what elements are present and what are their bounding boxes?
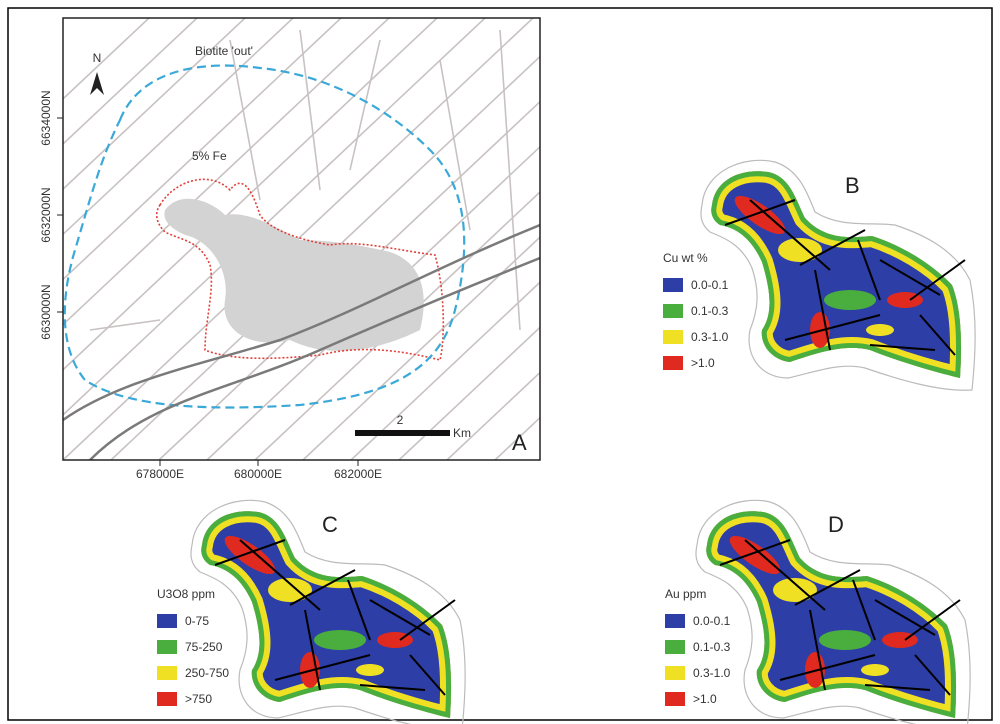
panel-label: D xyxy=(828,512,844,537)
legend-label: 0.3-1.0 xyxy=(691,330,729,344)
legend-swatch xyxy=(663,304,683,318)
scale-label: 2 xyxy=(397,413,404,427)
legend-label: 0.0-0.1 xyxy=(691,278,729,292)
legend-swatch xyxy=(663,330,683,344)
legend-label: 75-250 xyxy=(185,640,223,654)
x-tick-label: 680000E xyxy=(234,467,282,481)
biotite-label: Biotite 'out' xyxy=(195,44,253,58)
cu-map xyxy=(701,160,975,390)
legend-label: >750 xyxy=(185,692,212,706)
fault-line xyxy=(303,18,773,460)
legend-swatch xyxy=(663,278,683,292)
legend-swatch xyxy=(157,692,177,706)
x-tick-label: 678000E xyxy=(136,467,184,481)
fault-line xyxy=(440,60,470,230)
legend-swatch xyxy=(665,640,685,654)
y-tick-label: 6634000N xyxy=(39,90,53,145)
legend-swatch xyxy=(157,640,177,654)
fault-line xyxy=(500,30,520,330)
legend-swatch xyxy=(663,356,683,370)
legend-title: U3O8 ppm xyxy=(157,587,215,601)
y-tick-label: 6632000N xyxy=(39,187,53,242)
legend-swatch xyxy=(157,666,177,680)
x-tick-label: 682000E xyxy=(334,467,382,481)
figure: N Biotite 'out' 5% Fe 2 Km A 6634000N 663… xyxy=(0,0,1000,724)
legend-label: >1.0 xyxy=(691,356,715,370)
scale-bar xyxy=(355,430,450,436)
panel-label: B xyxy=(845,173,860,198)
legend-title: Cu wt % xyxy=(663,251,708,265)
legend-label: 0.3-1.0 xyxy=(693,666,731,680)
legend-label: 250-750 xyxy=(185,666,229,680)
legend-label: 0.1-0.3 xyxy=(691,304,729,318)
legend-swatch xyxy=(665,614,685,628)
panel-label: C xyxy=(322,512,338,537)
y-tick-label: 6630000N xyxy=(39,284,53,339)
legend-swatch xyxy=(665,666,685,680)
north-arrow xyxy=(90,72,104,95)
legend-label: 0-75 xyxy=(185,614,209,628)
fault-line xyxy=(300,30,320,190)
legend-swatch xyxy=(665,692,685,706)
legend-swatch xyxy=(157,614,177,628)
legend-label: >1.0 xyxy=(693,692,717,706)
scale-unit: Km xyxy=(453,426,471,440)
legend-label: 0.1-0.3 xyxy=(693,640,731,654)
legend-label: 0.0-0.1 xyxy=(693,614,731,628)
fault-line xyxy=(495,18,965,460)
fault-line xyxy=(350,40,380,170)
fault-line xyxy=(0,18,389,460)
north-label: N xyxy=(93,51,102,65)
fault-line xyxy=(90,320,160,330)
fe-label: 5% Fe xyxy=(192,149,227,163)
panel-label: A xyxy=(512,430,527,455)
legend-title: Au ppm xyxy=(665,587,706,601)
